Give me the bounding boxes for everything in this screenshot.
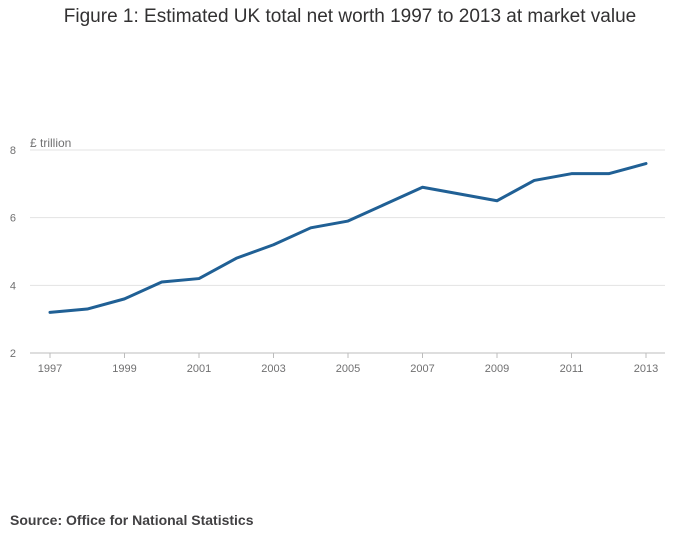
data-point xyxy=(86,308,89,311)
y-tick-label: 8 xyxy=(10,145,16,157)
data-point xyxy=(607,172,610,175)
y-tick-label: 4 xyxy=(10,280,16,292)
y-tick-label: 6 xyxy=(10,213,16,225)
source-note: Source: Office for National Statistics xyxy=(10,512,254,528)
x-tick-label: 2011 xyxy=(560,363,584,375)
chart-title: Figure 1: Estimated UK total net worth 1… xyxy=(63,6,637,27)
x-tick-label: 2013 xyxy=(634,363,658,375)
data-point xyxy=(347,220,350,223)
y-tick-label: 2 xyxy=(10,348,16,360)
data-point xyxy=(570,172,573,175)
data-point xyxy=(533,179,536,182)
x-tick-label: 1997 xyxy=(38,363,62,375)
data-point xyxy=(309,226,312,229)
data-point xyxy=(421,186,424,189)
x-axis-ticks: 1997 1999 2001 2003 2005 2007 2009 2011 2013 xyxy=(38,353,658,375)
data-point xyxy=(384,203,387,206)
x-tick-label: 2005 xyxy=(336,363,360,375)
series-line-0 xyxy=(48,162,648,314)
data-point xyxy=(645,162,648,165)
x-tick-label: 2001 xyxy=(187,363,211,375)
x-tick-label: 2003 xyxy=(261,363,285,375)
data-point xyxy=(123,297,126,300)
x-tick-label: 2009 xyxy=(485,363,509,375)
data-point xyxy=(49,311,52,314)
gridlines xyxy=(30,149,665,286)
y-axis-unit-label: £ trillion xyxy=(30,136,71,150)
data-point xyxy=(496,199,499,202)
data-point xyxy=(198,277,201,280)
x-tick-label: 1999 xyxy=(112,363,136,375)
data-point xyxy=(235,257,238,260)
x-tick-label: 2007 xyxy=(410,363,434,375)
series-layer xyxy=(48,162,648,314)
data-point xyxy=(160,280,163,283)
y-axis-ticks: 2 4 6 8 xyxy=(10,145,16,360)
data-point xyxy=(458,192,461,195)
data-point xyxy=(272,243,275,246)
